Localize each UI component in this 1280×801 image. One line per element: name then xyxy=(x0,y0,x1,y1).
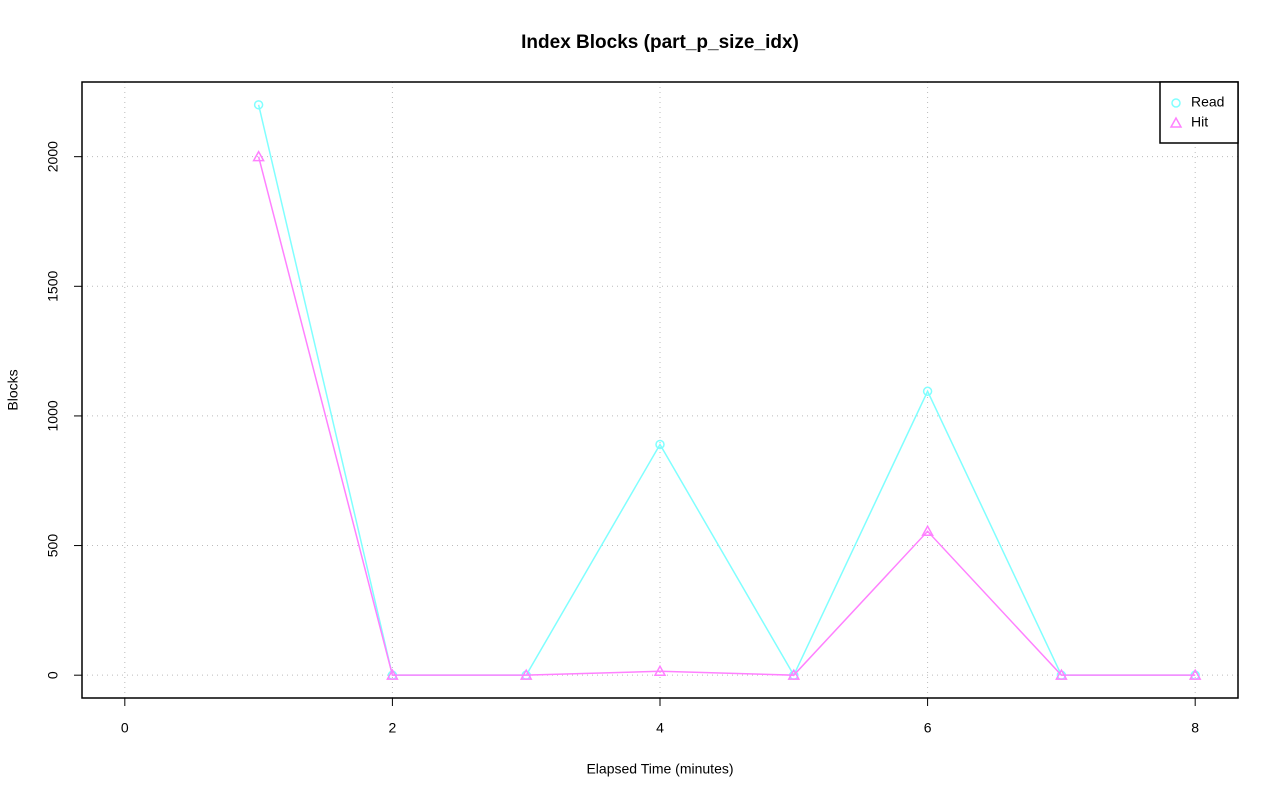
point xyxy=(519,668,533,680)
point xyxy=(653,664,667,677)
x-tick-label: 0 xyxy=(121,720,129,736)
point xyxy=(922,386,933,397)
y-tick-label: 2000 xyxy=(45,141,61,172)
y-tick-label: 0 xyxy=(45,671,61,679)
y-axis-label: Blocks xyxy=(5,369,21,410)
point xyxy=(252,150,265,162)
point xyxy=(1188,668,1202,680)
legend-marker xyxy=(1169,116,1183,128)
legend-label: Hit xyxy=(1191,114,1208,130)
series-line xyxy=(257,156,1196,676)
y-tick-label: 1000 xyxy=(45,400,61,431)
x-tick-label: 2 xyxy=(389,720,397,736)
x-tick-label: 8 xyxy=(1191,720,1199,736)
legend-box xyxy=(1159,81,1239,144)
x-axis-label: Elapsed Time (minutes) xyxy=(586,761,733,777)
point xyxy=(787,668,801,680)
point xyxy=(1055,668,1068,680)
legend-label: Read xyxy=(1191,94,1224,110)
x-tick-label: 6 xyxy=(924,720,932,736)
point xyxy=(253,100,264,110)
y-tick-label: 500 xyxy=(45,534,61,558)
point xyxy=(386,668,399,680)
point xyxy=(655,439,665,450)
y-tick-label: 1500 xyxy=(45,271,61,302)
legend-marker xyxy=(1171,98,1181,108)
x-tick-label: 4 xyxy=(656,720,664,736)
chart-title: Index Blocks (part_p_size_idx) xyxy=(521,32,799,53)
plot-frame xyxy=(81,81,1239,699)
point xyxy=(921,524,934,537)
